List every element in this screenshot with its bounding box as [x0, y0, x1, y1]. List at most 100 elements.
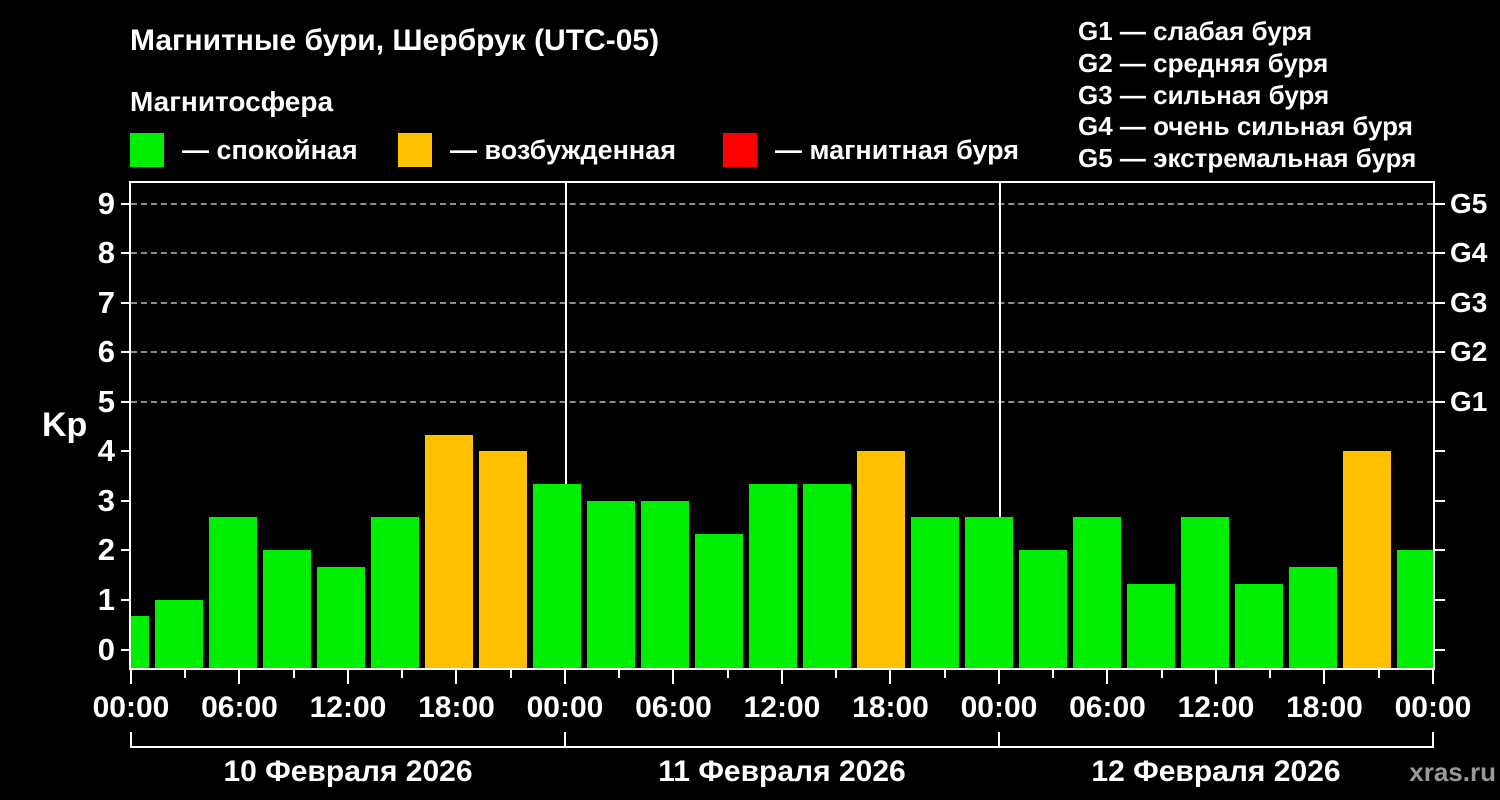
date-bracket-tick [130, 732, 132, 748]
gridline-kp7 [131, 301, 1433, 304]
legend-label-quiet: — спокойная [182, 134, 358, 165]
x-axis-minor-tick [1160, 670, 1163, 678]
x-axis-label: 00:00 [526, 691, 604, 724]
right-axis-tick [1435, 202, 1445, 205]
legend-item-excited: — возбужденная [398, 133, 676, 167]
legend-item-storm: — магнитная буря [723, 133, 1019, 167]
right-axis-tick [1435, 450, 1445, 453]
x-axis-label: 06:00 [635, 691, 712, 724]
y-axis-label: 0 [97, 631, 115, 667]
legend-swatch-quiet [130, 133, 164, 167]
right-axis-label-g1: G1 [1450, 385, 1488, 417]
legend-label-storm: — магнитная буря [775, 134, 1019, 165]
y-axis-label: 7 [97, 284, 115, 320]
right-axis-label-g3: G3 [1450, 286, 1488, 318]
y-axis-label: 4 [97, 433, 115, 469]
kp-bar-h18 [425, 434, 473, 668]
right-axis-label-g2: G2 [1450, 336, 1488, 368]
kp-bar-h51 [1019, 550, 1067, 668]
y-axis-tick [121, 202, 131, 205]
kp-bar-h45 [911, 517, 959, 668]
right-axis-tick [1435, 648, 1445, 651]
day-boundary-line [564, 183, 567, 668]
right-axis-tick [1435, 598, 1445, 601]
right-axis-label-g4: G4 [1450, 237, 1488, 269]
kp-bar-h30 [641, 500, 689, 668]
legend-swatch-storm [723, 133, 757, 167]
right-axis-tick [1435, 549, 1445, 552]
x-axis-label: 18:00 [1286, 691, 1363, 724]
x-axis-major-tick [889, 670, 892, 684]
y-axis-tick [121, 549, 131, 552]
x-axis-minor-tick [401, 670, 404, 678]
x-axis-major-tick [1106, 670, 1109, 684]
g-legend-line-2: G2 — средняя буря [1078, 47, 1329, 78]
kp-bar-h63 [1235, 583, 1283, 668]
gridline-kp6 [131, 351, 1433, 354]
y-axis-tick [121, 648, 131, 651]
legend-swatch-excited [398, 133, 432, 167]
y-axis-label: 1 [97, 581, 115, 617]
chart-title: Магнитные бури, Шербрук (UTC-05) [130, 24, 660, 57]
kp-bar-h36 [749, 484, 797, 668]
x-axis-major-tick [238, 670, 241, 684]
kp-bar-h48 [965, 517, 1013, 668]
kp-bar-h72 [1397, 550, 1433, 668]
x-axis-major-tick [780, 670, 783, 684]
x-axis-major-tick [130, 670, 132, 684]
plot-area [131, 183, 1433, 668]
g-legend-line-3: G3 — сильная буря [1078, 79, 1330, 110]
kp-bar-h9 [263, 550, 311, 668]
x-axis-major-tick [455, 670, 458, 684]
watermark: xras.ru [1409, 757, 1496, 787]
gridline-kp5 [131, 400, 1433, 403]
kp-bar-h15 [371, 517, 419, 668]
kp-bar-h3 [155, 599, 203, 668]
right-axis-tick [1435, 301, 1445, 304]
y-axis-tick [121, 598, 131, 601]
x-axis-major-tick [672, 670, 675, 684]
kp-bar-h42 [857, 451, 905, 668]
kp-bar-h27 [587, 500, 635, 668]
x-axis-label: 12:00 [743, 691, 821, 724]
kp-bar-h12 [317, 566, 365, 668]
x-axis-label: 06:00 [1069, 691, 1146, 724]
date-bracket-tick [1431, 732, 1434, 748]
kp-bar-h66 [1289, 566, 1337, 668]
kp-bar-h60 [1181, 517, 1229, 668]
y-axis-tick [121, 301, 131, 304]
x-axis-minor-tick [1269, 670, 1272, 678]
y-axis-tick [121, 400, 131, 403]
x-axis-major-tick [1323, 670, 1326, 684]
y-axis-label: 3 [97, 482, 115, 518]
kp-bar-h21 [479, 451, 527, 668]
x-axis-label: 00:00 [92, 691, 170, 724]
x-axis-minor-tick [1052, 670, 1055, 678]
date-bracket-tick [997, 732, 1000, 748]
x-axis-label: 12:00 [309, 691, 387, 724]
legend-item-quiet: — спокойная [130, 133, 358, 167]
kp-bar-h57 [1127, 583, 1175, 668]
g-legend-line-4: G4 — очень сильная буря [1078, 111, 1413, 142]
g-legend-line-5: G5 — экстремальная буря [1078, 143, 1417, 174]
legend-label-excited: — возбужденная [450, 134, 676, 165]
y-axis-tick [121, 351, 131, 354]
date-label: 12 Февраля 2026 [1091, 755, 1341, 788]
y-axis-tick [121, 499, 131, 502]
kp-bar-h69 [1343, 451, 1391, 668]
y-axis-label: 5 [97, 383, 115, 419]
kp-bar-h6 [209, 517, 257, 668]
x-axis-major-tick [563, 670, 566, 684]
day-boundary-line [998, 183, 1001, 668]
x-axis-minor-tick [618, 670, 621, 678]
x-axis-label: 00:00 [1394, 691, 1472, 724]
kp-bar-h39 [803, 484, 851, 668]
x-axis-label: 06:00 [201, 691, 278, 724]
kp-bar-h24 [533, 484, 581, 668]
date-label: 11 Февраля 2026 [658, 755, 906, 788]
right-axis-tick [1435, 351, 1445, 354]
x-axis-label: 00:00 [960, 691, 1038, 724]
chart-subtitle: Магнитосфера [130, 86, 334, 117]
kp-bar-h54 [1073, 517, 1121, 668]
